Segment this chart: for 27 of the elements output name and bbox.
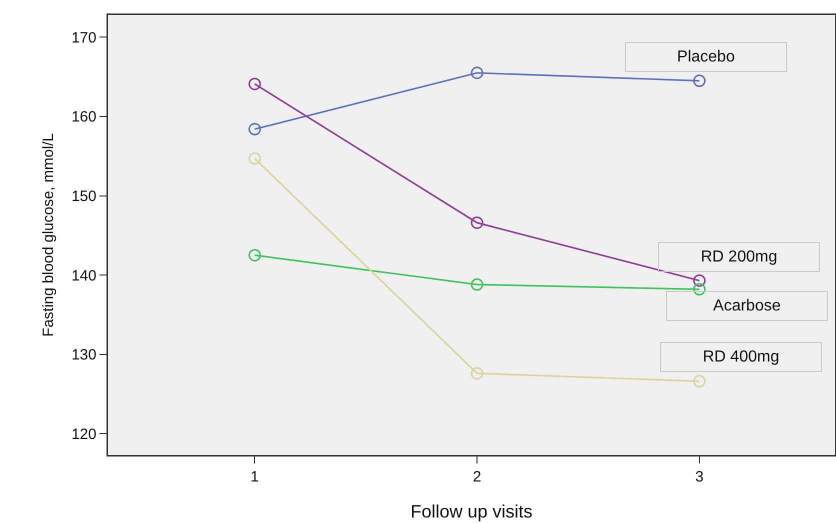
x-tick-label: 2 [472, 468, 482, 486]
point [248, 122, 261, 136]
x-axis-title: Follow up visits [410, 501, 533, 522]
series-label: Placebo [677, 48, 735, 66]
x-tick-label: 1 [250, 468, 259, 486]
point [693, 375, 706, 388]
point [248, 248, 261, 262]
point [248, 78, 261, 90]
y-tick-label: 130 [71, 346, 96, 364]
y-tick-label: 120 [71, 426, 96, 443]
point [693, 274, 706, 287]
y-tick-label: 160 [71, 108, 96, 126]
y-tick-label: 150 [71, 188, 96, 206]
series-label: RD 200mg [700, 248, 778, 266]
y-tick-label: 170 [71, 29, 96, 46]
point [248, 152, 261, 165]
x-tick-label: 3 [695, 468, 704, 486]
point [693, 74, 706, 88]
y-tick-label: 140 [71, 267, 96, 284]
point [470, 367, 484, 380]
point [470, 66, 484, 80]
y-axis-title: Fasting blood glucose, mmol/L [40, 133, 57, 337]
series-label: RD 400mg [702, 348, 780, 366]
point [693, 283, 706, 296]
point [470, 216, 484, 229]
point [470, 278, 484, 291]
series-label: Acarbose [713, 298, 781, 314]
